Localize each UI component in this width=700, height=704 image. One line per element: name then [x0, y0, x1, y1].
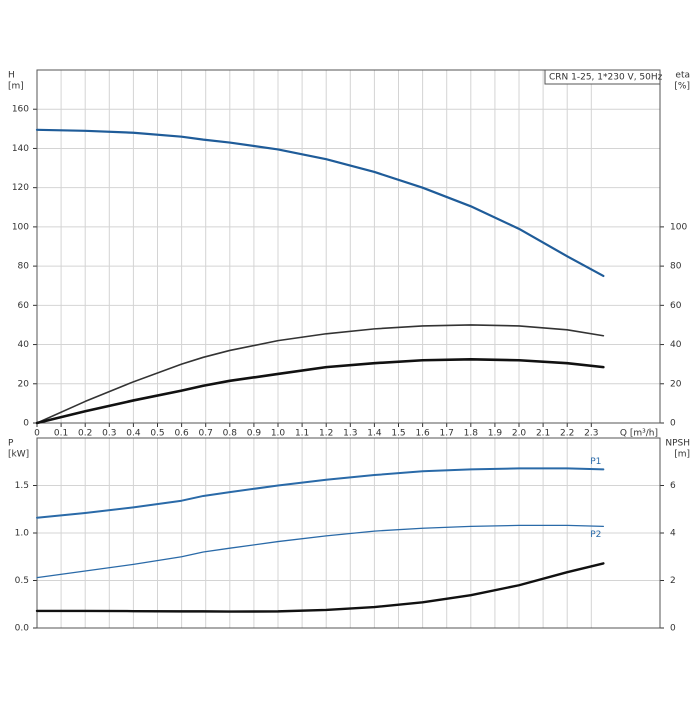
x-tick-label: 1.2 [319, 429, 333, 439]
y2-tick-label: 60 [670, 301, 682, 311]
x-tick-label: 1.9 [488, 429, 503, 439]
x-tick-label: 1.7 [440, 429, 454, 439]
y-axis-label: [kW] [8, 450, 29, 460]
x-tick-label: 1.0 [271, 429, 286, 439]
y2-axis-label: [m] [674, 450, 690, 460]
y2-tick-label: 6 [670, 481, 676, 491]
series-line [36, 467, 605, 519]
x-tick-label: 1.3 [343, 429, 357, 439]
y-tick-label: 160 [12, 105, 29, 115]
y-tick-label: 40 [18, 340, 30, 350]
y2-tick-label: 0 [670, 624, 676, 634]
x-tick-label: 0.5 [150, 429, 164, 439]
y2-axis-label: NPSH [665, 439, 690, 449]
y2-tick-label: 40 [670, 340, 682, 350]
y2-tick-label: 0 [670, 419, 676, 429]
x-tick-label: 0.7 [199, 429, 213, 439]
x-tick-label: 2.1 [536, 429, 550, 439]
x-tick-label: 0.6 [174, 429, 189, 439]
series-line [36, 524, 605, 579]
series-line [35, 128, 605, 278]
y-tick-label: 0.5 [15, 576, 29, 586]
x-tick-label: 1.8 [464, 429, 479, 439]
x-tick-label: 1.1 [295, 429, 309, 439]
series-line [36, 324, 605, 424]
y2-tick-label: 2 [670, 576, 676, 586]
y2-tick-label: 100 [670, 222, 687, 232]
x-tick-label: 2.0 [512, 429, 527, 439]
y-tick-label: 120 [12, 183, 29, 193]
y-axis-label: H [8, 71, 15, 81]
x-tick-label: 1.6 [415, 429, 430, 439]
x-tick-label: 0.4 [126, 429, 141, 439]
x-tick-label: 0 [34, 429, 40, 439]
plot-frame [36, 69, 661, 424]
y-tick-label: 0 [23, 419, 29, 429]
y-tick-label: 80 [18, 262, 30, 272]
y2-tick-label: 20 [670, 379, 682, 389]
y-tick-label: 1.5 [15, 481, 29, 491]
x-tick-label: 0.3 [102, 429, 116, 439]
x-tick-label: 2.2 [560, 429, 574, 439]
y2-tick-label: 80 [670, 262, 682, 272]
series-label: P1 [590, 457, 601, 467]
y2-tick-label: 4 [670, 529, 676, 539]
y-tick-label: 100 [12, 222, 29, 232]
x-tick-label: 0.1 [54, 429, 68, 439]
plot-frame [36, 437, 661, 629]
y2-axis-label: eta [675, 71, 690, 81]
y-axis-label: P [8, 439, 14, 449]
y-tick-label: 0.0 [15, 624, 30, 634]
x-tick-label: 1.4 [367, 429, 382, 439]
x-tick-label: 1.5 [391, 429, 405, 439]
y-tick-label: 1.0 [15, 529, 30, 539]
y-axis-label: [m] [8, 82, 24, 92]
x-tick-label: 0.8 [223, 429, 238, 439]
series-line [35, 562, 605, 613]
y-tick-label: 20 [18, 379, 30, 389]
series-label: P2 [590, 530, 601, 540]
y-tick-label: 140 [12, 144, 29, 154]
y2-axis-label: [%] [674, 82, 690, 92]
plot-area [37, 70, 660, 423]
x-tick-label: 2.3 [584, 429, 598, 439]
chart-title: CRN 1-25, 1*230 V, 50Hz [549, 73, 663, 83]
x-axis-label: Q [m³/h] [620, 429, 658, 439]
title-box [544, 69, 661, 85]
x-tick-label: 0.9 [247, 429, 262, 439]
series-line [35, 357, 605, 425]
x-tick-label: 0.2 [78, 429, 92, 439]
y-tick-label: 60 [18, 301, 30, 311]
